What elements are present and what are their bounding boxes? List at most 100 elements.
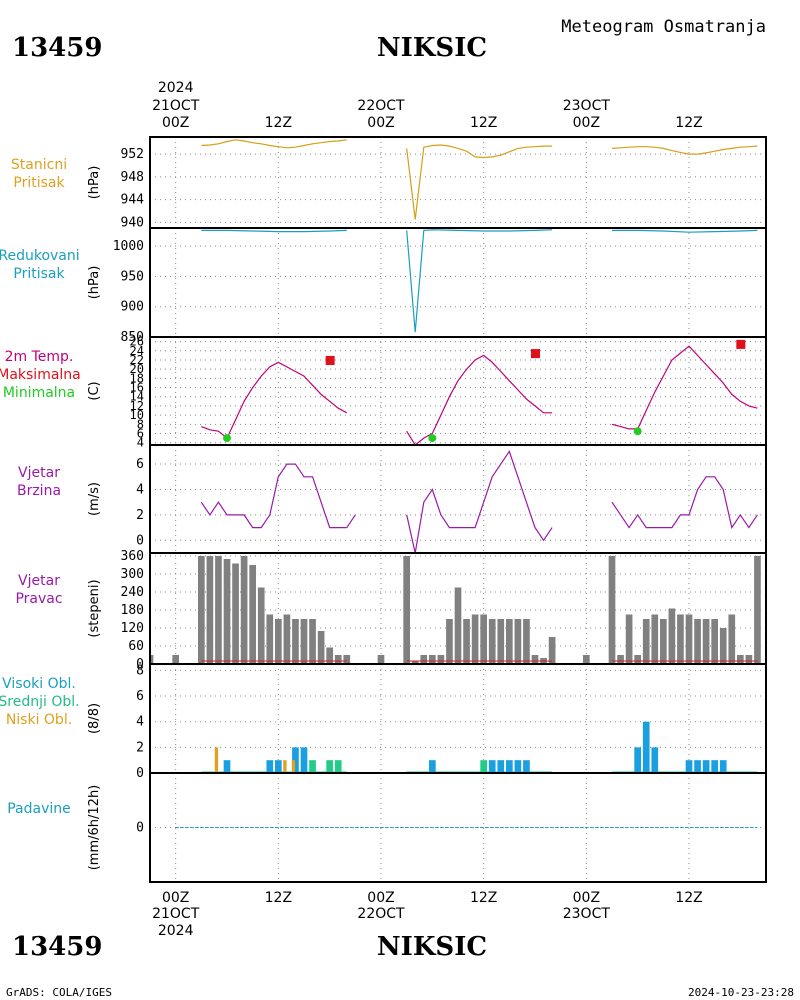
wind-dir-bar [257,587,265,664]
wind-dir-bar [497,619,505,664]
wind-dir-bar [232,563,239,664]
wind-dir-bar [471,614,479,664]
tmin-marker [428,434,437,443]
y-tick-label: 1000 [113,239,144,254]
wind-dir-bar [420,655,428,664]
wind-dir-bar [428,655,436,664]
wind-dir-bar [659,619,667,664]
series-reduced-pressure [201,229,758,333]
wind-dir-bar [266,614,274,664]
wind-dir-bar [215,556,222,664]
wind-dir-bar [694,619,701,664]
wind-dir-bar [617,655,624,664]
y-tick-label: 4 [137,436,144,450]
high-cloud-bar [292,747,299,773]
wind-dir-bar [702,619,710,664]
wind-dir-bar [625,614,633,664]
panel-reduced-pressure: 1000 950 900 850 (hPa) Redukovani Pritisak [0,227,767,345]
wind-dir-bar [634,655,642,664]
unit-label: (mm/6h/12h) [87,785,102,871]
high-cloud-bar [685,760,693,773]
y-tick-label: 240 [121,585,144,600]
wind-dir-bar [206,556,214,664]
x-tick-hour: 12Z [265,890,292,906]
wind-dir-bar [437,655,445,664]
x-tick-year: 2024 [158,923,194,939]
y-tick-label: 300 [121,567,144,582]
tmax-marker [325,355,335,365]
y-tick-label: 8 [136,663,144,678]
x-tick-hour: 00Z [573,890,600,906]
wind-dir-bar [283,614,291,664]
high-cloud-bar [266,760,274,773]
unit-label: (C) [87,381,102,400]
series-temperature [201,339,758,445]
wind-dir-bar [668,608,676,664]
station-name-bottom: NIKSIC [377,932,487,962]
wind-dir-bar [309,619,316,664]
panel-label: Visoki Obl. [2,676,76,692]
x-tick-hour: 12Z [265,115,292,131]
y-tick-label: 0 [136,766,144,781]
wind-dir-bar [292,619,299,664]
x-tick-hour: 00Z [162,890,189,906]
panel-station-pressure: 952 948 944 940 (hPa) Stanicni Pritisak [11,136,767,230]
x-tick-hour: 12Z [675,890,702,906]
high-cloud-bar [497,760,505,773]
panel-label: Padavine [7,801,71,817]
y-tick-label: 180 [121,603,144,618]
high-cloud-bar [505,760,513,773]
series-line [346,514,356,528]
y-tick-label: 944 [121,193,145,208]
wind-dir-bar [642,619,650,664]
unit-label: (8/8) [87,703,102,734]
high-cloud-bar [274,760,282,773]
series-clouds [201,721,758,773]
x-tick-hour: 00Z [367,890,394,906]
y-tick-label: 0 [136,821,144,836]
wind-dir-bar [446,619,453,664]
panel-label: Stanicni [11,157,67,173]
wind-dir-bar [711,619,719,664]
station-id-top: 13459 [12,33,102,63]
high-cloud-bar [642,721,650,773]
wind-dir-bar [403,556,411,664]
wind-dir-bar [326,647,334,664]
footer-credit: GrADS: COLA/IGES [6,986,112,999]
y-tick-label: 22 [130,353,144,367]
high-cloud-bar [488,760,496,773]
y-tick-label: 14 [130,390,144,404]
wind-dir-bar [608,556,616,664]
panel-frame [149,336,767,446]
station-name-top: NIKSIC [377,33,487,63]
series-line [611,145,758,155]
wind-dir-bar [463,619,470,664]
wind-dir-bar [377,655,385,664]
panel-frame [149,227,767,338]
panel-label: Vjetar [18,465,60,481]
y-tick-label: 6 [136,457,144,472]
y-tick-label: 952 [121,147,144,162]
wind-dir-bar [505,619,513,664]
panel-clouds: 8 6 4 2 0 (8/8) Visoki Obl. Srednji Obl. Niski O… [0,663,767,781]
wind-dir-bar [334,655,342,664]
series-line [612,229,758,233]
x-tick-day: 22OCT [357,98,405,114]
y-tick-label: 6 [137,427,144,441]
panel-label: Pritisak [13,175,65,191]
y-tick-label: 8 [137,417,144,431]
series-line [406,144,553,220]
wind-dir-bar [736,655,744,664]
wind-dir-bar [317,631,325,664]
wind-dir-bar [343,655,351,664]
series-wind-speed [200,450,758,553]
x-tick-hour: 12Z [470,890,497,906]
panel-label: Pravac [15,591,62,607]
unit-label: (stepeni) [87,579,102,637]
panel-label: Maksimalna [0,367,81,383]
x-tick-hour: 00Z [367,115,394,131]
low-cloud-bar [291,760,296,773]
high-cloud-bar [523,760,530,773]
